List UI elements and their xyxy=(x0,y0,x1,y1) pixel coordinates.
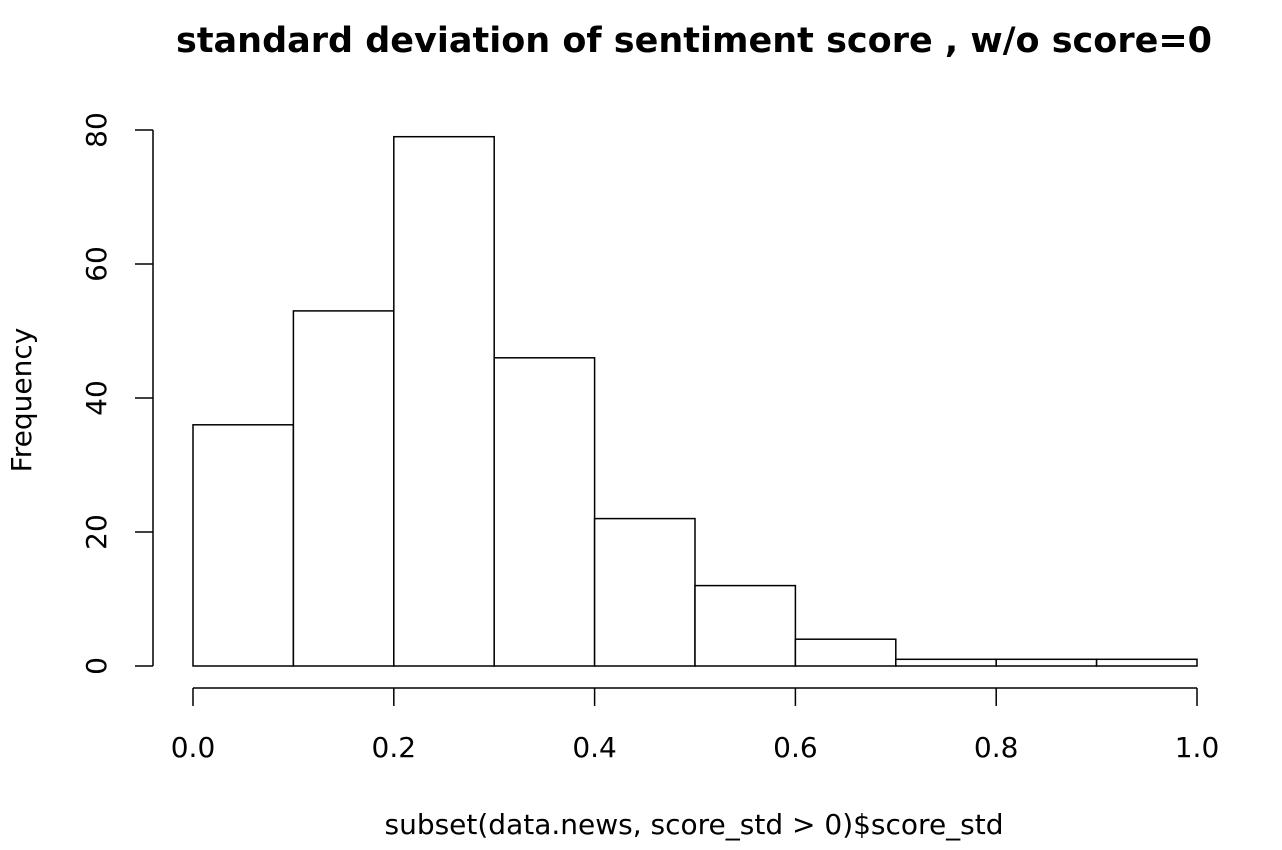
histogram-bar-7 xyxy=(895,658,997,667)
histogram-bar-8 xyxy=(995,658,1098,667)
y-tick-label-1: 20 xyxy=(80,514,113,550)
histogram-bar-4 xyxy=(593,517,696,667)
x-axis-label: subset(data.news, score_std > 0)$score_s… xyxy=(384,808,1003,841)
bars-group xyxy=(192,135,1198,667)
x-tick-label-1: 0.2 xyxy=(372,731,417,764)
chart-title: standard deviation of sentiment score , … xyxy=(176,21,1212,61)
histogram-bar-5 xyxy=(694,584,797,667)
x-tick-label-2: 0.4 xyxy=(572,731,617,764)
y-tick-label-2: 40 xyxy=(80,380,113,416)
x-axis: 0.0 0.2 0.4 0.6 0.8 1.0 xyxy=(171,687,1220,764)
histogram-bar-1 xyxy=(292,310,395,667)
histogram-bar-9 xyxy=(1095,658,1198,667)
y-axis: 0 20 40 60 80 xyxy=(80,112,154,675)
histogram-bar-2 xyxy=(393,135,495,667)
y-axis-label: Frequency xyxy=(5,328,38,473)
histogram-bar-6 xyxy=(794,638,897,667)
y-tick-label-0: 0 xyxy=(80,657,113,675)
x-tick-label-4: 0.8 xyxy=(974,731,1019,764)
x-tick-label-0: 0.0 xyxy=(171,731,216,764)
x-tick-label-5: 1.0 xyxy=(1175,731,1220,764)
y-tick-label-3: 60 xyxy=(80,246,113,282)
histogram-bar-0 xyxy=(192,424,295,667)
y-tick-label-4: 80 xyxy=(80,112,113,148)
histogram-bar-3 xyxy=(493,357,596,667)
x-tick-label-3: 0.6 xyxy=(773,731,818,764)
